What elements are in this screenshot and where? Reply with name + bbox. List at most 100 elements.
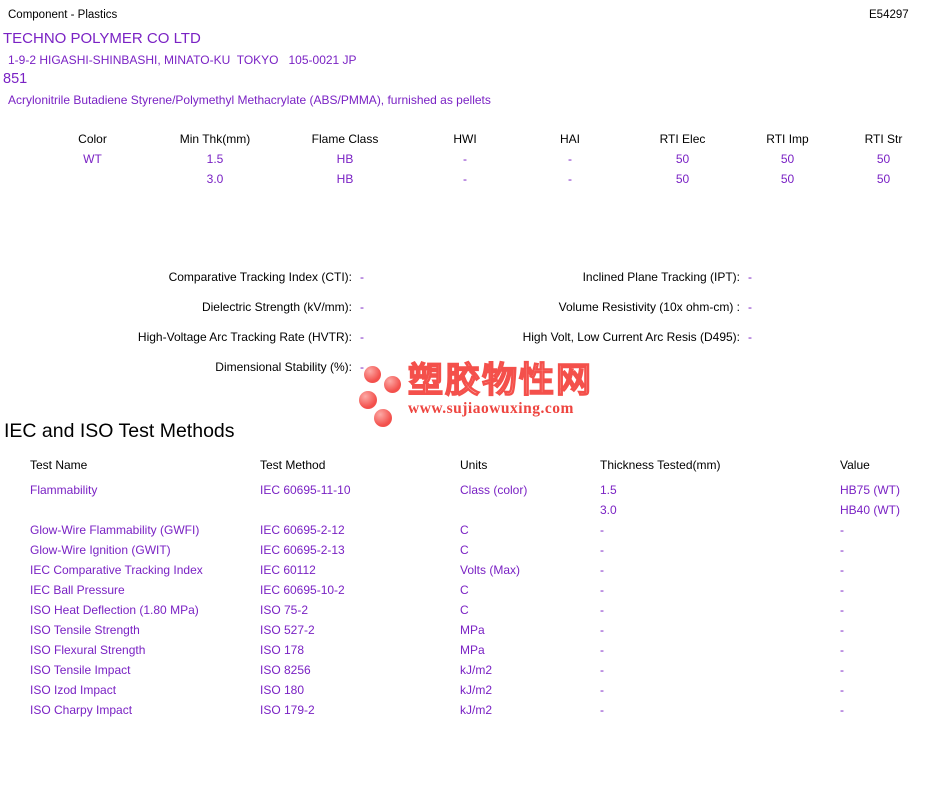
table-cell: kJ/m2: [460, 683, 493, 697]
table-row: 3.0 HB40 (WT): [30, 500, 950, 520]
table-cell: -: [840, 523, 844, 537]
table-cell: ISO 180: [260, 683, 305, 697]
prop-row-ipt: Inclined Plane Tracking (IPT): -: [0, 270, 752, 285]
table-cell: C: [460, 603, 469, 617]
table-row: ISO Tensile Strength ISO 527-2 MPa - -: [30, 620, 950, 640]
table-row: ISO Charpy Impact ISO 179-2 kJ/m2 - -: [30, 700, 950, 720]
col-flame-class: Flame Class: [311, 132, 379, 146]
table-cell: -: [840, 683, 844, 697]
prop-label: Comparative Tracking Index (CTI):: [168, 270, 352, 284]
col-test-method: Test Method: [260, 458, 326, 472]
table-row: IEC Comparative Tracking Index IEC 60112 V…: [30, 560, 950, 580]
table-cell: IEC 60695-2-13: [260, 543, 345, 557]
table-cell: ISO Tensile Impact: [30, 663, 131, 677]
logo-dot-icon: [359, 391, 377, 409]
table-row: IEC Ball Pressure IEC 60695-10-2 C - -: [30, 580, 950, 600]
logo-chinese-title: 塑胶物性网: [407, 361, 594, 400]
col-hwi: HWI: [453, 132, 477, 146]
doc-type-label: Component - Plastics: [8, 9, 118, 21]
table-cell: 1.5: [206, 152, 224, 166]
prop-value: -: [748, 330, 752, 344]
table-cell: -: [600, 523, 604, 537]
logo-dot-icon: [364, 366, 381, 383]
table-cell: -: [840, 663, 844, 677]
prop-value: -: [360, 360, 364, 374]
table-cell: -: [463, 152, 467, 166]
prop-label: High-Voltage Arc Tracking Rate (HVTR):: [137, 330, 352, 344]
table-cell: Glow-Wire Flammability (GWFI): [30, 523, 200, 537]
col-hai: HAI: [559, 132, 580, 146]
ratings-header-row: Color Min Thk(mm) Flame Class HWI HAI RT…: [30, 129, 932, 149]
prop-row-dielectric: Dielectric Strength (kV/mm): -: [0, 300, 364, 315]
table-cell: [460, 500, 600, 520]
table-cell: Volts (Max): [460, 563, 521, 577]
table-cell: kJ/m2: [460, 663, 493, 677]
col-rti-str: RTI Str: [864, 132, 903, 146]
prop-label: High Volt, Low Current Arc Resis (D495):: [522, 330, 740, 344]
table-cell: 50: [876, 152, 891, 166]
table-cell: 50: [780, 152, 795, 166]
table-cell: IEC Ball Pressure: [30, 583, 125, 597]
prop-label: Dielectric Strength (kV/mm):: [201, 300, 352, 314]
table-cell: -: [600, 583, 604, 597]
table-cell: -: [600, 703, 604, 717]
table-cell: -: [840, 703, 844, 717]
table-cell: -: [840, 543, 844, 557]
table-cell: 3.0: [600, 503, 617, 517]
table-cell: HB: [336, 172, 354, 186]
col-test-name: Test Name: [30, 458, 88, 472]
col-rti-elec: RTI Elec: [659, 132, 706, 146]
table-cell: 50: [675, 152, 690, 166]
table-row: ISO Heat Deflection (1.80 MPa) ISO 75-2 C -…: [30, 600, 950, 620]
company-name: TECHNO POLYMER CO LTD: [3, 30, 201, 47]
table-row: Glow-Wire Flammability (GWFI) IEC 60695-2…: [30, 520, 950, 540]
table-cell: IEC 60695-11-10: [260, 483, 351, 497]
table-cell: C: [460, 543, 469, 557]
table-cell: ISO Izod Impact: [30, 683, 117, 697]
col-rti-imp: RTI Imp: [766, 132, 809, 146]
logo-text-block: 塑胶物性网 www.sujiaowuxing.com: [407, 361, 594, 417]
table-cell: -: [568, 152, 572, 166]
table-cell: [260, 500, 460, 520]
table-cell: Class (color): [460, 483, 528, 497]
table-cell: -: [840, 643, 844, 657]
col-min-thk: Min Thk(mm): [179, 132, 251, 146]
table-cell: -: [600, 643, 604, 657]
ul-file-number: E54297: [869, 9, 909, 21]
table-cell: MPa: [460, 623, 485, 637]
table-cell: C: [460, 583, 469, 597]
table-cell: 50: [876, 172, 891, 186]
tests-header-row: Test Name Test Method Units Thickness Te…: [30, 456, 950, 480]
table-cell: 50: [780, 172, 795, 186]
prop-value: -: [360, 300, 364, 314]
table-cell: IEC 60695-10-2: [260, 583, 345, 597]
prop-row-dimensional-stability: Dimensional Stability (%): -: [0, 360, 364, 375]
table-cell: ISO 179-2: [260, 703, 315, 717]
table-cell: kJ/m2: [460, 703, 493, 717]
logo-dot-icon: [384, 376, 401, 393]
table-row: Glow-Wire Ignition (GWIT) IEC 60695-2-13 C…: [30, 540, 950, 560]
table-cell: Flammability: [30, 483, 98, 497]
table-cell: -: [840, 563, 844, 577]
table-cell: MPa: [460, 643, 485, 657]
model-designation: 851: [3, 71, 28, 87]
table-cell: C: [460, 523, 469, 537]
table-cell: [30, 169, 155, 189]
prop-value: -: [748, 300, 752, 314]
table-cell: -: [840, 583, 844, 597]
table-cell: -: [840, 623, 844, 637]
table-cell: ISO 178: [260, 643, 305, 657]
table-row: WT 1.5 HB - - 50 50 50: [30, 149, 932, 169]
table-row: ISO Tensile Impact ISO 8256 kJ/m2 - -: [30, 660, 950, 680]
table-cell: IEC 60695-2-12: [260, 523, 345, 537]
table-cell: ISO Tensile Strength: [30, 623, 140, 637]
table-cell: -: [600, 623, 604, 637]
table-row: ISO Izod Impact ISO 180 kJ/m2 - -: [30, 680, 950, 700]
table-cell: WT: [83, 152, 102, 166]
prop-value: -: [748, 270, 752, 284]
prop-row-hvtr: High-Voltage Arc Tracking Rate (HVTR): -: [0, 330, 364, 345]
table-cell: -: [463, 172, 467, 186]
col-thickness-tested: Thickness Tested(mm): [600, 458, 721, 472]
prop-label: Dimensional Stability (%):: [215, 360, 352, 374]
col-value: Value: [840, 458, 870, 472]
